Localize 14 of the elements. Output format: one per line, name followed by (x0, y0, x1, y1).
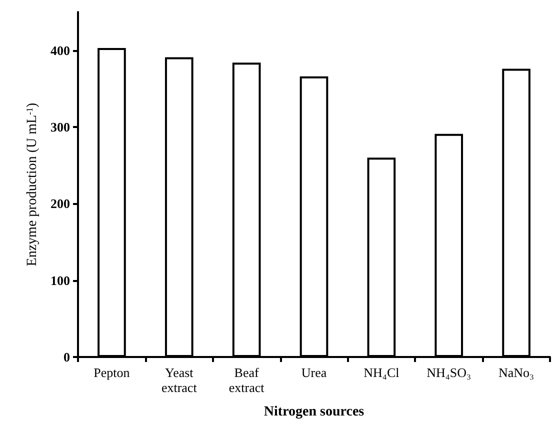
y-tick-label: 400 (50, 42, 70, 58)
x-tick-label: NH₄Cl (364, 365, 400, 380)
x-axis-title: Nitrogen sources (264, 404, 365, 420)
x-tick-label: Urea (301, 365, 327, 380)
x-tick-label: NaNo₃ (498, 365, 534, 380)
x-tick-label: Beaf extract (228, 365, 265, 395)
x-tick-label: Pepton (94, 365, 130, 380)
y-tick-label: 200 (50, 196, 70, 212)
y-tick-label: 100 (50, 272, 70, 288)
x-tick-label: NH₄SO₃ (426, 365, 472, 380)
y-tick-label: 300 (50, 120, 70, 134)
y-tick-label: 0 (64, 350, 70, 364)
y-axis-title: Enzyme production (U mL-1) (24, 102, 40, 266)
x-tick-label: Yeast extract (161, 365, 198, 395)
